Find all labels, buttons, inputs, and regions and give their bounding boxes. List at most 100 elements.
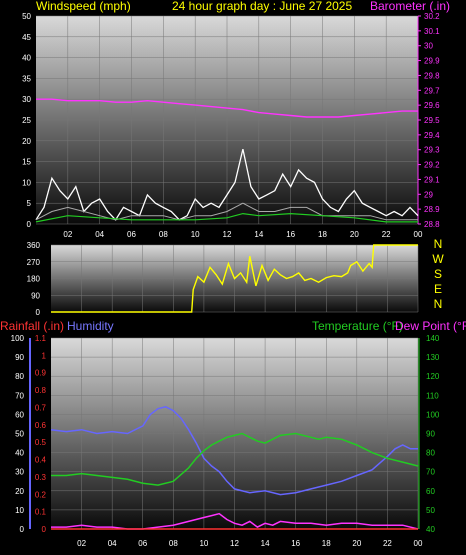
humidity-y-tick: 90 xyxy=(15,353,24,362)
humidity-y-tick: 30 xyxy=(15,468,24,477)
wind-y-tick: 25 xyxy=(22,116,31,125)
wind-chart-title: Windspeed (mph) xyxy=(36,0,131,13)
rain-y-tick: 0.1 xyxy=(35,508,47,517)
climate-x-tick: 14 xyxy=(261,539,270,548)
temperature-y-tick: 60 xyxy=(426,487,435,496)
wind-x-tick: 06 xyxy=(127,230,136,239)
climate-x-tick: 10 xyxy=(199,539,208,548)
rain-y-tick: 0.7 xyxy=(35,403,47,412)
wind-speed-line xyxy=(35,202,418,221)
wind-y-tick: 50 xyxy=(22,12,31,21)
barometer-y-tick: 30 xyxy=(424,42,433,51)
humidity-line xyxy=(50,406,418,496)
wind-x-tick: 00 xyxy=(414,230,423,239)
climate-x-tick: 04 xyxy=(108,539,117,548)
rain-y-tick: 0.3 xyxy=(35,473,47,482)
temperature-y-tick: 90 xyxy=(426,430,435,439)
barometer-y-tick: 29.7 xyxy=(424,86,440,95)
wind-y-tick: 40 xyxy=(22,54,31,63)
rain-y-tick: 1.1 xyxy=(35,334,47,343)
rain-y-tick: 0.9 xyxy=(35,369,47,378)
climate-x-tick: 06 xyxy=(138,539,147,548)
compass-label: S xyxy=(434,267,442,281)
barometer-y-tick: 29 xyxy=(424,190,433,199)
wind-average-line xyxy=(35,212,418,223)
temperature-y-tick: 80 xyxy=(426,449,435,458)
wind-x-axis-ticks: 02 04 06 08 10 12 14 16 18 20 22 00 xyxy=(63,230,423,239)
wind-axis-ticks: 0 5 10 15 20 25 30 35 40 45 50 xyxy=(22,12,31,229)
barometer-y-tick: 29.6 xyxy=(424,101,440,110)
wind-gust-line xyxy=(35,148,419,221)
wind-grid xyxy=(36,15,419,225)
wind-x-tick: 08 xyxy=(159,230,168,239)
wind-x-tick: 16 xyxy=(286,230,295,239)
wind-x-tick: 04 xyxy=(95,230,104,239)
rain-y-tick: 0.4 xyxy=(35,456,47,465)
barometer-y-tick: 28.9 xyxy=(424,205,440,214)
humidity-y-tick: 80 xyxy=(15,372,24,381)
climate-x-tick: 08 xyxy=(169,539,178,548)
climate-x-tick: 18 xyxy=(322,539,331,548)
wind-y-tick: 20 xyxy=(22,137,31,146)
direction-y-tick: 270 xyxy=(27,258,41,267)
temperature-y-tick: 70 xyxy=(426,468,435,477)
rain-y-tick: 0.5 xyxy=(35,438,47,447)
wind-x-tick: 22 xyxy=(382,230,391,239)
humidity-y-tick: 10 xyxy=(15,506,24,515)
temperature-y-tick: 110 xyxy=(426,391,439,400)
direction-y-tick: 180 xyxy=(27,275,41,284)
temperature-y-tick: 50 xyxy=(426,506,435,515)
humidity-y-tick: 0 xyxy=(20,525,25,534)
barometer-y-tick: 29.2 xyxy=(424,161,440,170)
humidity-y-tick: 60 xyxy=(15,410,24,419)
compass-label: N xyxy=(434,297,443,311)
wind-direction-line xyxy=(51,244,418,313)
wind-y-tick: 45 xyxy=(22,33,31,42)
barometer-y-tick: 29.8 xyxy=(424,71,440,80)
temperature-y-tick: 140 xyxy=(426,334,440,343)
humidity-y-tick: 40 xyxy=(15,449,24,458)
rain-y-tick: 1 xyxy=(42,351,47,360)
wind-x-tick: 18 xyxy=(318,230,327,239)
temperature-axis-ticks: 40 50 60 70 80 90 100 110 120 130 140 xyxy=(426,334,440,534)
rainfall-title: Rainfall (.in) xyxy=(0,319,64,333)
direction-axis-ticks: 0 90 180 270 360 xyxy=(27,241,41,317)
graph-day-title: 24 hour graph day : June 27 2025 xyxy=(172,0,352,13)
wind-x-tick: 12 xyxy=(223,230,232,239)
barometer-y-tick: 29.3 xyxy=(424,146,440,155)
wind-x-tick: 20 xyxy=(350,230,359,239)
compass-label: W xyxy=(432,252,444,266)
temperature-y-tick: 120 xyxy=(426,372,440,381)
wind-y-tick: 30 xyxy=(22,95,31,104)
barometer-y-tick: 30.2 xyxy=(424,12,440,21)
temperature-y-tick: 40 xyxy=(426,525,435,534)
wind-y-tick: 15 xyxy=(22,158,31,167)
climate-x-tick: 12 xyxy=(230,539,239,548)
barometer-y-tick: 28.8 xyxy=(424,220,440,229)
barometer-title: Barometer (.in) xyxy=(370,0,450,13)
climate-x-axis-ticks: 02 04 06 08 10 12 14 16 18 20 22 00 xyxy=(77,539,423,548)
rain-y-tick: 0.6 xyxy=(35,421,47,430)
temperature-y-tick: 130 xyxy=(426,353,440,362)
temperature-y-tick: 100 xyxy=(426,410,440,419)
humidity-y-tick: 70 xyxy=(15,391,24,400)
humidity-axis-ticks: 0 10 20 30 40 50 60 70 80 90 100 xyxy=(11,334,31,534)
humidity-title: Humidity xyxy=(67,319,114,333)
rain-y-tick: 0 xyxy=(42,525,47,534)
wind-y-tick: 10 xyxy=(22,178,31,187)
wind-x-tick: 02 xyxy=(63,230,72,239)
barometer-y-tick: 29.5 xyxy=(424,116,440,125)
compass-label: N xyxy=(434,237,443,251)
climate-x-tick: 20 xyxy=(352,539,361,548)
climate-x-tick: 00 xyxy=(414,539,423,548)
wind-series xyxy=(35,98,419,223)
temperature-line xyxy=(51,432,419,486)
direction-y-tick: 360 xyxy=(27,241,41,250)
humidity-y-tick: 100 xyxy=(11,334,25,343)
wind-y-tick: 0 xyxy=(27,220,32,229)
rain-axis-ticks: 0 0.1 0.2 0.3 0.4 0.5 0.6 0.7 0.8 0.9 1 1.1 xyxy=(35,334,47,534)
barometer-line xyxy=(36,98,418,118)
dewpoint-title: Dew Point (°F) xyxy=(395,319,466,333)
